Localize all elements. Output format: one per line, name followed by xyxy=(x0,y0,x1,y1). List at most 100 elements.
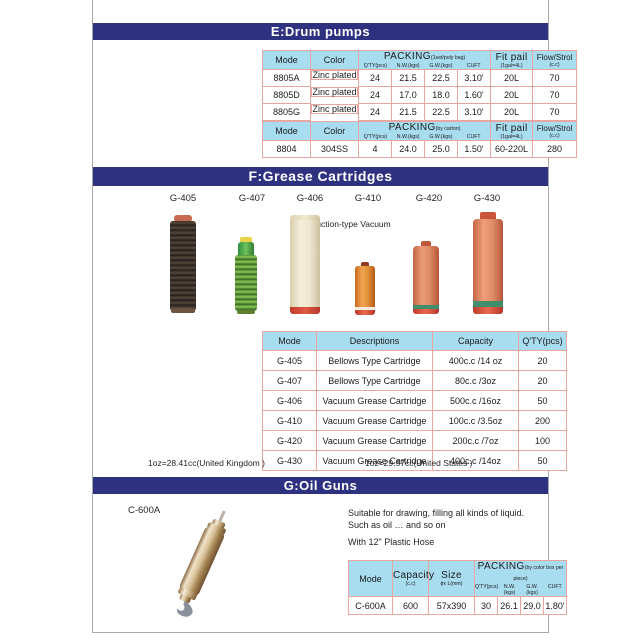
th-fit-pail: Fit pail (1gal=4L) xyxy=(490,121,534,141)
table-row: C-600A 600 57x390 30 26.1 29.0 1.80' xyxy=(348,596,568,615)
th-packing-note: (by color box per piece) xyxy=(513,565,564,582)
th-color: Color xyxy=(310,50,359,70)
cell-mode: 8805A xyxy=(262,69,311,87)
footnote-us: 1oz=29.57cc(United States ) xyxy=(365,458,473,468)
th-capacity-note: (c.c) xyxy=(405,581,416,587)
cell-gw: 18.0 xyxy=(424,86,458,104)
grease-cartridges-table: Mode Descriptions Capacity Q'TY(pcs) G-4… xyxy=(262,331,567,471)
description-line-2: Such as oil … and so on xyxy=(348,520,446,530)
table-row: G-410 Vacuum Grease Cartridge 100c.c /3.… xyxy=(262,410,567,431)
cell-cuft: 1.80' xyxy=(542,596,568,615)
cell-cuft: 1.60' xyxy=(456,86,492,104)
section-header-grease-cartridges: F:Grease Cartridges xyxy=(93,167,548,186)
table-row: 8805D Zinc plated 24 17.0 18.0 1.60' 20L… xyxy=(262,86,578,104)
table-header-row: Mode Color PACKING(by carton) Q'TY(pcs) … xyxy=(262,121,578,141)
th-packing-col-cuft: CUFT xyxy=(466,134,481,140)
product-label-g405: G-405 xyxy=(169,193,197,204)
cell-capacity: 600 xyxy=(392,596,429,615)
product-label-g420: G-420 xyxy=(415,193,443,204)
table-row: G-420 Vacuum Grease Cartridge 200c.c /7o… xyxy=(262,430,567,451)
th-fit-pail-note: (1gal=4L) xyxy=(500,62,523,69)
description-line-1: Suitable for drawing, filling all kinds … xyxy=(348,508,525,518)
drum-pumps-table-2: Mode Color PACKING(by carton) Q'TY(pcs) … xyxy=(262,121,578,158)
product-label-c600a: C-600A xyxy=(128,505,161,516)
th-fit-pail-title: Fit pail xyxy=(495,122,528,134)
th-packing-col-cuft: CUFT xyxy=(547,584,562,590)
th-flow: Flow/Strol (c.c) xyxy=(532,121,578,141)
product-image-g406 xyxy=(290,215,320,315)
product-label-g410: G-410 xyxy=(354,193,382,204)
cell-mode: C-600A xyxy=(348,596,393,615)
cell-mode: G-406 xyxy=(262,390,317,411)
table-header-row: Mode Capacity (c.c) Size ϕx L(mm) PACKIN… xyxy=(348,560,568,597)
cell-cuft: 1.50' xyxy=(456,140,492,158)
cell-fit-pail: 20L xyxy=(490,103,534,121)
cell-flow: 70 xyxy=(532,103,578,121)
th-packing: PACKING(by carton) Q'TY(pcs) N.W.(kgs) G… xyxy=(357,121,492,141)
cell-qty: 20 xyxy=(518,370,567,391)
th-packing-note: (1set/poly bag) xyxy=(430,55,466,61)
th-packing-col-cuft: CUFT xyxy=(466,63,481,69)
cell-qty: 200 xyxy=(518,410,567,431)
cell-gw: 29.0 xyxy=(520,596,544,615)
cell-qty: 24 xyxy=(358,103,392,121)
cell-qty: 50 xyxy=(518,390,567,411)
th-fit-pail: Fit pail (1gal=4L) xyxy=(490,50,534,70)
th-mode: Mode xyxy=(262,50,311,70)
section-header-oil-guns: G:Oil Guns xyxy=(93,477,548,494)
cell-cuft: 3.10' xyxy=(456,103,492,121)
cell-gw: 22.5 xyxy=(424,103,458,121)
cell-nw: 21.5 xyxy=(391,103,425,121)
product-image-g410 xyxy=(355,262,375,315)
th-packing-col-nw: N.W.(kgs) xyxy=(396,134,420,140)
cell-gw: 25.0 xyxy=(424,140,458,158)
cell-description: Vacuum Grease Cartridge xyxy=(316,430,433,451)
oil-gun-hose-note: With 12" Plastic Hose xyxy=(348,537,435,547)
footnote-uk: 1oz=28.41cc(United Kingdom ) xyxy=(148,458,265,468)
suction-type-annotation: suction-type Vacuum xyxy=(312,219,391,229)
table-row: G-430 Vacuum Grease Cartridge 400c.c /14… xyxy=(262,450,567,471)
cell-qty: 30 xyxy=(474,596,498,615)
cell-flow: 70 xyxy=(532,69,578,87)
cell-capacity: 100c.c /3.5oz xyxy=(432,410,519,431)
cell-mode: 8805D xyxy=(262,86,311,104)
cell-capacity: 80c.c /3oz xyxy=(432,370,519,391)
table-header-row: Mode Descriptions Capacity Q'TY(pcs) xyxy=(262,331,567,351)
th-packing-col-gw: G.W.(kgs) xyxy=(429,63,453,69)
product-image-g420 xyxy=(413,241,439,315)
cell-fit-pail: 20L xyxy=(490,69,534,87)
catalog-page: E:Drum pumps Mode Color PACKING(1set/pol… xyxy=(92,0,578,633)
th-flow-note: (c.c) xyxy=(549,133,560,139)
th-packing: PACKING(1set/poly bag) Q'TY(pcs) N.W.(kg… xyxy=(357,50,492,70)
cell-description: Bellows Type Cartridge xyxy=(316,370,433,391)
cell-qty: 24 xyxy=(358,86,392,104)
product-image-g407 xyxy=(235,237,257,315)
cell-qty: 50 xyxy=(518,450,567,471)
th-packing: PACKING(by color box per piece) Q'TY(pcs… xyxy=(473,560,568,597)
th-size-title: Size xyxy=(441,570,462,581)
product-image-c600a xyxy=(168,505,238,625)
table-row: G-405 Bellows Type Cartridge 400c.c /14 … xyxy=(262,350,567,371)
table-row: G-407 Bellows Type Cartridge 80c.c /3oz … xyxy=(262,370,567,391)
product-label-g407: G-407 xyxy=(238,193,266,204)
th-capacity: Capacity xyxy=(432,331,519,351)
th-packing-col-gw: G.W.(kgs) xyxy=(526,584,538,596)
th-flow-note: (c.c) xyxy=(549,62,560,68)
oil-gun-description: Suitable for drawing, filling all kinds … xyxy=(348,507,524,531)
cell-flow: 70 xyxy=(532,86,578,104)
cell-flow: 280 xyxy=(532,140,578,158)
cell-fit-pail: 60-220L xyxy=(490,140,534,158)
cell-description: Vacuum Grease Cartridge xyxy=(316,390,433,411)
th-packing-title: PACKING xyxy=(477,561,525,572)
cell-mode: 8805G xyxy=(262,103,311,121)
th-flow: Flow/Strol (c.c) xyxy=(532,50,578,70)
cell-mode: G-405 xyxy=(262,350,317,371)
th-fit-pail-note: (1gal=4L) xyxy=(500,133,523,140)
th-mode: Mode xyxy=(262,121,311,141)
th-qty: Q'TY(pcs) xyxy=(518,331,567,351)
th-packing-col-qty: Q'TY(pcs) xyxy=(363,134,387,140)
cell-color: Zinc plated xyxy=(311,86,358,97)
section-header-drum-pumps: E:Drum pumps xyxy=(93,23,548,40)
product-label-g430: G-430 xyxy=(473,193,501,204)
oil-guns-table: Mode Capacity (c.c) Size ϕx L(mm) PACKIN… xyxy=(348,560,568,615)
